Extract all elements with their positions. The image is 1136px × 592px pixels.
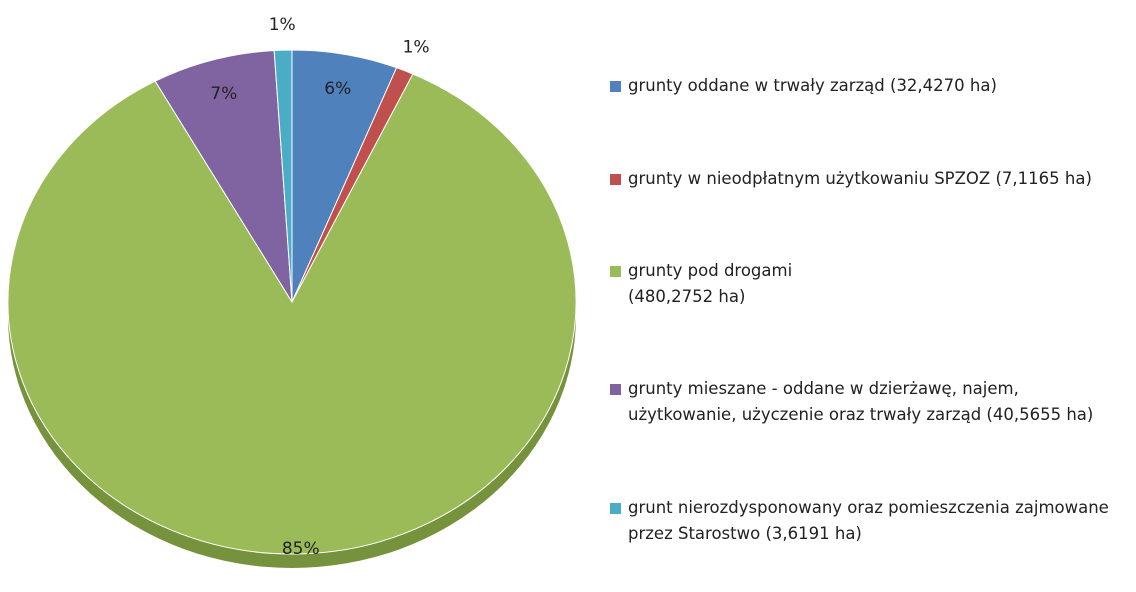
legend-item: grunty pod drogami (480,2752 ha) bbox=[610, 258, 1130, 310]
pie-slice bbox=[154, 49, 293, 303]
legend-swatch bbox=[610, 384, 621, 396]
pie-slice bbox=[273, 49, 293, 303]
data-label: 7% bbox=[210, 84, 237, 104]
legend-label: grunty w nieodpłatnym użytkowaniu SPZOZ … bbox=[628, 168, 1092, 188]
data-label: 85% bbox=[282, 539, 320, 559]
data-label: 6% bbox=[324, 79, 351, 99]
legend-label: grunty pod drogami (480,2752 ha) bbox=[628, 260, 793, 306]
legend-swatch bbox=[610, 265, 621, 277]
legend-swatch bbox=[610, 81, 621, 93]
legend: grunty oddane w trwały zarząd (32,4270 h… bbox=[610, 40, 1130, 580]
legend-item: grunty w nieodpłatnym użytkowaniu SPZOZ … bbox=[610, 166, 1130, 192]
pie-slice bbox=[7, 73, 577, 555]
legend-swatch bbox=[610, 173, 621, 185]
legend-item: grunty oddane w trwały zarząd (32,4270 h… bbox=[610, 73, 1130, 99]
legend-label: grunty oddane w trwały zarząd (32,4270 h… bbox=[628, 76, 997, 96]
legend-label: grunt nierozdysponowany oraz pomieszczen… bbox=[628, 497, 1109, 543]
data-label: 1% bbox=[403, 38, 430, 58]
legend-label: grunty mieszane - oddane w dzierżawę, na… bbox=[628, 379, 1094, 425]
pie-area: 6% 1% 85% 7% 1% bbox=[7, 15, 577, 568]
legend-item: grunt nierozdysponowany oraz pomieszczen… bbox=[610, 495, 1130, 547]
legend-item: grunty mieszane - oddane w dzierżawę, na… bbox=[610, 376, 1130, 428]
legend-swatch bbox=[610, 502, 621, 514]
data-label: 1% bbox=[269, 15, 296, 35]
